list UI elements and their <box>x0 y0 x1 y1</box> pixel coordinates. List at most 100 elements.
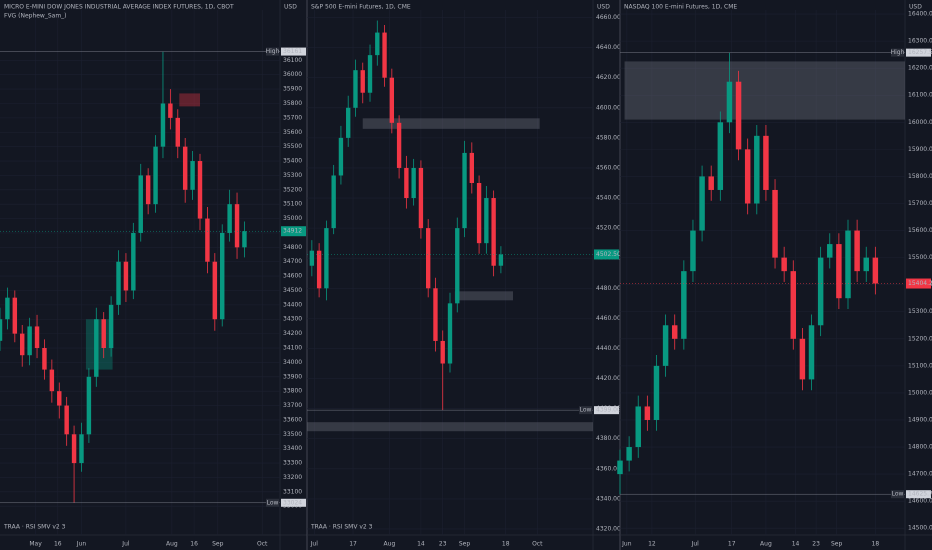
y-tick-label: 4460.00 <box>596 315 621 322</box>
candle-body <box>101 319 106 349</box>
low-tag: Low <box>580 407 592 414</box>
y-tick-label: 4620.00 <box>596 74 621 81</box>
y-tick-label: 33500 <box>283 431 302 438</box>
chart-title: S&P 500 E-mini Futures, 1D, CME <box>311 4 411 11</box>
candle-body <box>108 304 114 349</box>
y-tick-label: 4440.00 <box>596 345 621 352</box>
candle-body <box>469 152 474 183</box>
candle-body <box>168 103 173 118</box>
axis-unit: USD <box>909 4 922 11</box>
x-tick-label: Sep <box>459 541 471 548</box>
candle-body <box>86 376 92 435</box>
candle-body <box>5 297 10 320</box>
high-value: 16257.50 <box>908 49 932 56</box>
x-tick-label: Jul <box>121 541 130 548</box>
candle-body <box>671 325 678 339</box>
low-tag: Low <box>892 491 904 498</box>
pane-label: TRAA · RSI SMV v2 3 <box>310 524 373 531</box>
candle-body <box>790 271 797 339</box>
candle-body <box>799 338 806 380</box>
x-tick-label: 18 <box>502 541 510 548</box>
y-tick-label: 35000 <box>283 215 302 222</box>
candle-body <box>396 122 402 168</box>
y-tick-label: 14500.00 <box>908 525 932 532</box>
chart-title: MICRO E-MINI DOW JONES INDUSTRIAL AVERAG… <box>4 4 234 11</box>
candle-body <box>772 189 778 258</box>
x-tick-label: Jul <box>310 541 319 548</box>
candle-body <box>220 232 225 320</box>
y-tick-label: 35800 <box>283 100 302 107</box>
y-tick-label: 34400 <box>283 301 302 308</box>
y-tick-label: 33700 <box>283 402 302 409</box>
y-tick-label: 4520.00 <box>596 225 621 232</box>
candle-body <box>49 369 55 392</box>
axis-unit: USD <box>597 4 610 11</box>
low-value-bg <box>281 498 306 507</box>
candle-body <box>338 137 344 176</box>
y-tick-label: 33600 <box>283 416 302 423</box>
y-tick-label: 14800.00 <box>908 444 932 451</box>
candle-body <box>116 261 121 305</box>
y-tick-label: 15900.00 <box>908 146 932 153</box>
candle-body <box>331 175 336 229</box>
y-tick-label: 15500.00 <box>908 254 932 261</box>
y-tick-label: 16100.00 <box>908 92 932 99</box>
candle-body <box>476 182 482 244</box>
candle-body <box>20 333 25 356</box>
y-tick-label: 33900 <box>283 373 302 380</box>
candle-body <box>644 406 651 420</box>
candle-body <box>42 348 47 370</box>
y-tick-label: 33800 <box>283 388 302 395</box>
fvg-zone <box>307 422 593 432</box>
high-tag-bg <box>891 48 904 57</box>
candle-body <box>57 391 62 406</box>
candle-body <box>145 175 151 205</box>
x-tick-label: 16 <box>54 541 62 548</box>
x-tick-label: Jun <box>621 541 632 548</box>
x-tick-label: Jun <box>76 541 87 548</box>
y-tick-label: 4660.00 <box>596 14 621 21</box>
y-tick-label: 14700.00 <box>908 471 932 478</box>
candle-body <box>0 319 3 341</box>
candle-body <box>662 325 669 366</box>
low-value: 14625.75 <box>908 491 932 498</box>
y-tick-label: 34000 <box>283 359 302 366</box>
high-value: 36161 <box>283 48 302 55</box>
last-price: 34912 <box>283 228 302 235</box>
y-tick-label: 14900.00 <box>908 416 932 423</box>
y-tick-label: 35300 <box>283 172 302 179</box>
y-tick-label: 4560.00 <box>596 164 621 171</box>
y-tick-label: 36100 <box>283 57 302 64</box>
candle-body <box>872 257 879 284</box>
x-tick-label: 23 <box>812 541 820 548</box>
candle-body <box>138 175 143 233</box>
fvg-zone <box>179 93 200 107</box>
candle-body <box>227 204 232 233</box>
candle-body <box>808 325 815 380</box>
y-tick-label: 14600.00 <box>908 498 932 505</box>
candle-body <box>763 135 769 190</box>
x-tick-label: 23 <box>439 541 447 548</box>
candle-body <box>79 434 84 464</box>
candle-body <box>360 70 365 93</box>
y-tick-label: 4380.00 <box>596 435 621 442</box>
x-tick-label: Jul <box>691 541 700 548</box>
y-tick-label: 15600.00 <box>908 227 932 234</box>
x-tick-label: 18 <box>872 541 880 548</box>
candle-body <box>708 176 714 190</box>
candle-body <box>433 288 438 341</box>
candle-body <box>182 146 188 190</box>
y-tick-label: 4420.00 <box>596 375 621 382</box>
x-tick-label: 16 <box>190 541 198 548</box>
candle-body <box>71 434 77 464</box>
y-tick-label: 34800 <box>283 244 302 251</box>
candle-body <box>836 244 842 299</box>
y-tick-label: 15200.00 <box>908 335 932 342</box>
y-tick-label: 35400 <box>283 158 302 165</box>
x-tick-label: 17 <box>728 541 736 548</box>
y-tick-label: 4580.00 <box>596 134 621 141</box>
candle-body <box>653 365 660 420</box>
low-tag: Low <box>267 499 279 506</box>
candle-body <box>197 161 203 219</box>
high-tag: High <box>266 48 280 55</box>
